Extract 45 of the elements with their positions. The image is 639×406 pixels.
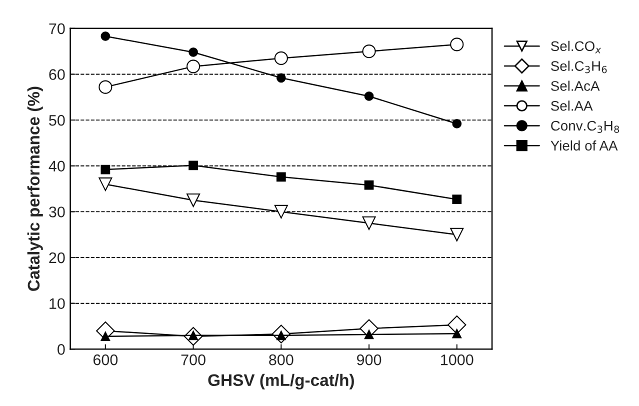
y-tick-label: 10: [50, 298, 65, 310]
point: [362, 216, 376, 230]
legend-label: Conv.C$_{3}$H$_{8}$: [551, 120, 620, 133]
point: [100, 32, 110, 41]
legend-label: Sel.AA: [550, 100, 593, 111]
point: [98, 177, 112, 191]
point: [276, 172, 286, 182]
y-tick-label: 20: [49, 252, 65, 264]
point: [452, 194, 462, 204]
point: [364, 92, 374, 101]
y-tick-label: 60: [49, 69, 65, 80]
point: [364, 330, 374, 340]
point: [274, 204, 288, 218]
y-tick-label: 40: [48, 160, 65, 172]
y-tick-label: 30: [49, 206, 65, 218]
legend-label: Sel.CO$_{x}$: [550, 40, 602, 54]
x-tick-label: 900: [356, 354, 382, 366]
y-tick-label: 70: [49, 23, 65, 34]
point: [274, 51, 288, 65]
point: [276, 73, 286, 83]
legend-label: Sel.AcA: [550, 80, 600, 91]
point: [100, 332, 110, 342]
point: [98, 80, 112, 94]
x-axis-title: GHSV (mL/g-cat/h): [208, 374, 354, 390]
x-tick-label: 1000: [441, 354, 474, 366]
point: [100, 164, 110, 174]
point: [448, 316, 466, 334]
point: [188, 160, 198, 170]
x-tick-label: 600: [93, 354, 118, 366]
point: [450, 38, 464, 52]
x-tick-label: 700: [181, 354, 206, 366]
point: [186, 193, 200, 208]
point: [188, 48, 198, 57]
point: [450, 228, 464, 242]
x-tick-label: 800: [269, 354, 294, 366]
point: [364, 180, 374, 190]
point: [452, 119, 462, 128]
point: [452, 328, 462, 338]
legend-label: Yield of AA: [550, 140, 618, 151]
point: [186, 60, 200, 74]
y-tick-label: 0: [58, 344, 65, 355]
y-axis-title: Catalytic performance (%): [27, 86, 43, 291]
y-tick-label: 50: [49, 114, 65, 126]
legend-label: Sel.C$_{3}$H$_{6}$: [550, 60, 607, 74]
point: [362, 44, 376, 58]
